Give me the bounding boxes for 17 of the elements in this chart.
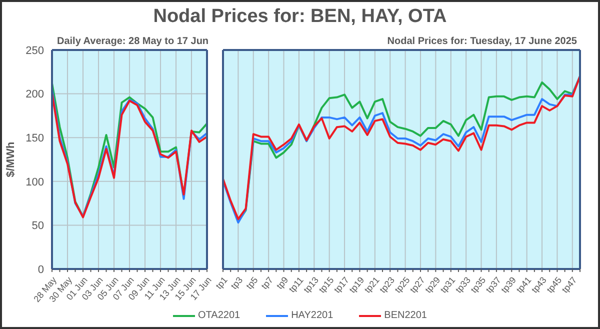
x-tick-label: tp3 bbox=[228, 274, 245, 291]
chart-subtitle: Daily Average: 28 May to 17 Jun bbox=[57, 36, 209, 47]
legend-label: HAY2201 bbox=[291, 310, 334, 321]
chart-subtitle: Nodal Prices for: Tuesday, 17 June 2025 bbox=[387, 36, 577, 47]
x-tick-label: tp7 bbox=[259, 274, 275, 291]
x-tick-label: tp5 bbox=[244, 274, 260, 291]
text: Nodal Prices for: BEN, HAY, OTA bbox=[152, 6, 448, 28]
legend-label: OTA2201 bbox=[198, 310, 240, 321]
y-tick-label: 200 bbox=[26, 88, 44, 101]
x-tick-label: tp1 bbox=[214, 274, 230, 291]
y-tick-label: 50 bbox=[32, 220, 44, 232]
legend-label: BEN2201 bbox=[384, 310, 427, 321]
y-tick-label: 250 bbox=[26, 44, 44, 57]
y-tick-label: 100 bbox=[26, 176, 44, 188]
y-tick-label: 150 bbox=[26, 132, 44, 145]
y-tick-label: 0 bbox=[38, 264, 44, 276]
y-axis-title: $/MWh bbox=[4, 142, 17, 178]
